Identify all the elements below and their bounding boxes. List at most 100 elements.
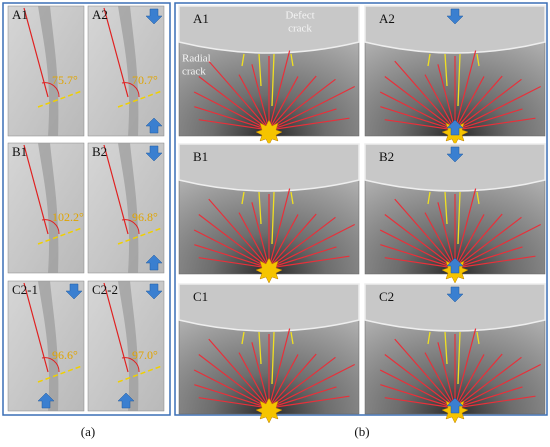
radial-crack [380, 384, 456, 409]
panel-label: A1 [193, 11, 209, 26]
defect-crack [476, 191, 480, 205]
radial-crack [238, 212, 270, 269]
defect-crack [427, 53, 431, 67]
radial-crack [394, 60, 456, 131]
radial-crack [454, 246, 523, 269]
defect-crack [427, 331, 431, 345]
frame-b [174, 2, 548, 416]
crack-line [23, 282, 49, 373]
panels: A1 75.7° A2 70.7° B1 102.2° B2 96.8° C2-1 96.6° C2… [7, 5, 546, 424]
window-edge [178, 283, 360, 332]
radial-crack [380, 106, 456, 131]
radial-crack [384, 257, 456, 269]
radial-crack [193, 369, 270, 409]
radial-crack [208, 338, 270, 409]
radial-crack [454, 117, 536, 131]
crack-line [103, 282, 129, 373]
radial-crack [454, 223, 541, 269]
load-arrow [145, 145, 163, 162]
specimen [118, 6, 139, 136]
radial-crack [268, 85, 355, 131]
radial-crack [454, 213, 503, 269]
radial-crack [268, 246, 337, 269]
radial-crack [198, 354, 270, 409]
radial-crack [198, 257, 270, 269]
annotation: crack [182, 66, 206, 78]
load-arrow [37, 392, 55, 409]
panel-label: C1 [193, 289, 208, 304]
panel-label: B1 [12, 144, 27, 159]
radial-crack [384, 76, 456, 131]
angle-arc [41, 219, 60, 235]
caption-b: (b) [354, 424, 369, 439]
radial-crack [379, 369, 456, 409]
panel-label: B1 [193, 149, 208, 164]
radial-crack [454, 356, 522, 409]
load-arrow [117, 392, 135, 409]
angle-arc [41, 357, 60, 373]
defect-crack [258, 331, 262, 365]
impact-star [255, 397, 283, 424]
load-arrow [145, 8, 163, 25]
defect-crack [290, 331, 294, 345]
angle-label: 70.7° [132, 73, 158, 87]
radial-crack [454, 76, 485, 131]
defect-crack [290, 191, 294, 205]
radial-crack [437, 64, 456, 131]
defect-crack [444, 331, 448, 365]
crack-line [103, 7, 129, 98]
radial-crack [268, 255, 350, 269]
radial-crack [454, 363, 541, 409]
specimen [38, 6, 59, 136]
radial-crack [379, 229, 456, 269]
angle-label: 96.6° [52, 348, 78, 362]
load-arrow [446, 8, 464, 25]
radial-crack [437, 342, 456, 409]
caption-a: (a) [81, 424, 95, 439]
specimen [38, 281, 59, 411]
radial-crack [268, 108, 337, 131]
radial-crack [394, 198, 456, 269]
radial-crack [454, 188, 477, 269]
panel-label: A2 [92, 7, 108, 22]
radial-crack [198, 119, 270, 131]
defect-crack [271, 331, 275, 385]
radial-crack [454, 214, 485, 269]
load-arrow [446, 119, 464, 136]
radial-crack [384, 214, 456, 269]
radial-crack [268, 117, 350, 131]
radial-crack [268, 214, 299, 269]
radial-crack [208, 198, 270, 269]
radial-crack [454, 50, 477, 131]
radial-crack [198, 214, 270, 269]
panel-label: C2 [379, 289, 394, 304]
window-edge [364, 143, 546, 192]
radial-crack [198, 397, 270, 409]
panel-label: B2 [92, 144, 107, 159]
radial-crack [454, 78, 522, 131]
radial-crack [454, 353, 503, 409]
angle-arc [121, 82, 140, 98]
defect-crack [241, 191, 245, 205]
defect-crack [457, 53, 461, 107]
load-arrow [446, 257, 464, 274]
radial-crack [424, 212, 456, 269]
defect-crack [271, 53, 275, 107]
load-arrow [145, 254, 163, 271]
annotation: crack [288, 23, 312, 35]
radial-crack [268, 395, 350, 409]
radial-crack [198, 76, 270, 131]
radial-crack [251, 202, 270, 269]
impact-star [255, 257, 283, 284]
specimen [38, 143, 59, 273]
load-arrow [446, 286, 464, 303]
radial-crack [268, 213, 317, 269]
radial-crack [193, 91, 270, 131]
radial-crack [268, 363, 355, 409]
radial-crack [194, 244, 270, 269]
window-edge [364, 5, 546, 54]
load-arrow [145, 283, 163, 300]
radial-crack [238, 74, 270, 131]
radial-crack [394, 338, 456, 409]
angle-arc [121, 357, 140, 373]
